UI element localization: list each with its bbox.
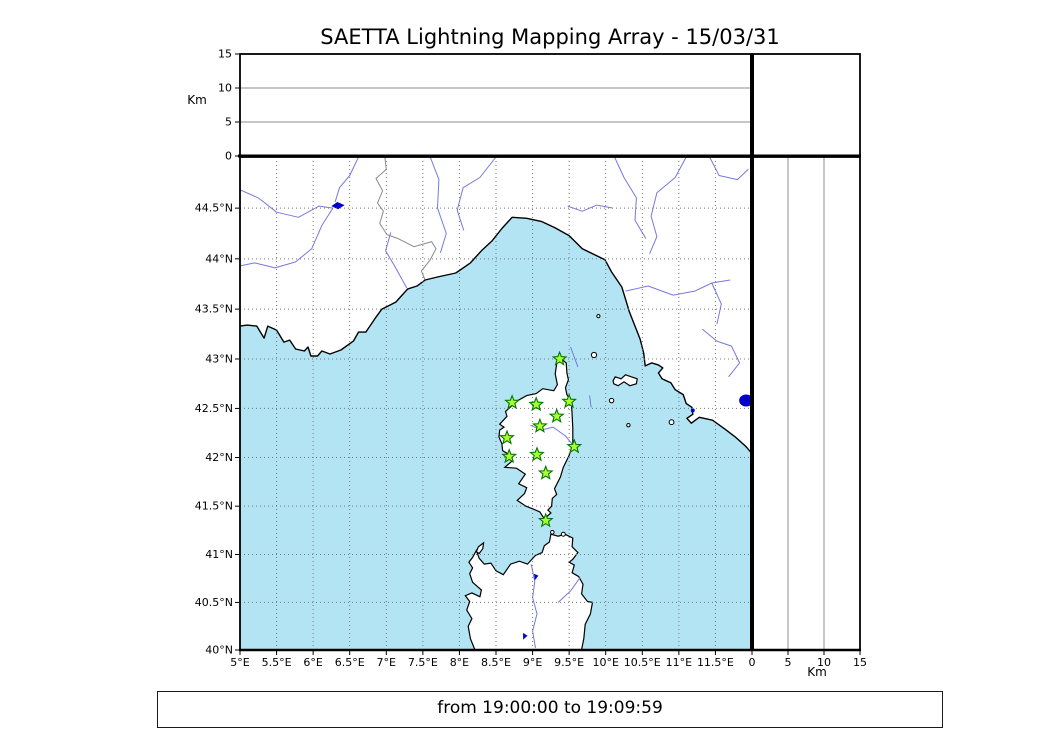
lon-tick-label: 5.5°E — [262, 656, 292, 669]
top-alt-tick-label: 15 — [218, 48, 232, 61]
station-marker — [504, 394, 521, 410]
lon-tick-label: 11°E — [666, 656, 692, 669]
top-panel-axis-label: Km — [187, 93, 207, 107]
station-marker — [531, 417, 548, 433]
river — [701, 328, 741, 378]
river — [614, 157, 647, 239]
river — [429, 157, 447, 253]
top-altitude-panel-frame — [239, 53, 753, 157]
right-alt-tick-label: 0 — [749, 656, 756, 669]
lat-tick-label: 43.5°N — [195, 303, 233, 316]
lon-tick-label: 8.5°E — [481, 656, 511, 669]
river — [570, 346, 579, 368]
lake-bolsena-dot — [739, 394, 752, 407]
lat-tick-label: 41.5°N — [195, 500, 233, 513]
station-marker — [551, 350, 568, 366]
lon-tick-label: 6°E — [303, 656, 322, 669]
station-marker — [499, 429, 515, 445]
graticule — [240, 157, 752, 650]
top-alt-tick-label: 0 — [225, 150, 232, 163]
lon-tick-label: 10.5°E — [624, 656, 661, 669]
river — [625, 279, 731, 296]
river — [456, 157, 497, 231]
lon-tick-label: 5°E — [230, 656, 249, 669]
lon-tick-label: 9°E — [523, 656, 542, 669]
right-altitude-panel-frame — [751, 156, 861, 651]
lon-tick-label: 6.5°E — [335, 656, 365, 669]
top-alt-tick-label: 5 — [225, 116, 232, 129]
station-marker — [501, 448, 518, 464]
axis-ticks-and-labels: Km Km 5°E 5.5°E 6°E 6.5°E 7°E 7.5°E 8°E 8.5°E 9°… — [187, 48, 867, 680]
river — [567, 204, 614, 212]
asinara-island — [475, 541, 485, 555]
lake — [331, 202, 345, 210]
station-marker — [566, 438, 583, 454]
small-island — [608, 397, 615, 404]
sardinia-island — [464, 533, 594, 650]
panel-frames — [238, 53, 861, 652]
small-island — [668, 419, 675, 426]
station-markers — [499, 350, 583, 528]
top-alt-tick-label: 10 — [218, 82, 232, 95]
lon-tick-label: 10°E — [592, 656, 618, 669]
river — [240, 207, 334, 269]
lat-tick-label: 44°N — [205, 252, 233, 265]
corner-panel-frame — [751, 53, 861, 157]
river — [649, 157, 687, 254]
right-alt-tick-label: 10 — [817, 656, 831, 669]
lat-tick-label: 40.5°N — [195, 596, 233, 609]
lon-tick-label: 11.5°E — [697, 656, 734, 669]
station-marker — [548, 407, 565, 424]
river — [711, 282, 722, 325]
station-marker — [561, 393, 578, 409]
right-panel-axis-label: Km — [807, 665, 827, 679]
small-island — [626, 422, 631, 428]
lon-tick-label: 8°E — [450, 656, 469, 669]
station-marker — [528, 396, 545, 412]
country-border — [375, 157, 437, 281]
right-alt-tick-label: 15 — [853, 656, 867, 669]
lake — [523, 632, 528, 640]
plot-title: SAETTA Lightning Mapping Array - 15/03/3… — [320, 25, 780, 49]
mainland-coastline — [240, 216, 752, 455]
elba-island — [612, 374, 638, 387]
station-marker — [529, 446, 545, 462]
river — [589, 395, 592, 408]
lat-tick-label: 40°N — [205, 644, 233, 657]
river — [709, 157, 749, 181]
small-island — [590, 351, 598, 359]
lake — [534, 573, 539, 581]
lon-tick-label: 7°E — [377, 656, 396, 669]
time-range-label: from 19:00:00 to 19:09:59 — [437, 698, 663, 718]
panel-gridlines — [240, 87, 825, 650]
lat-tick-label: 43°N — [205, 352, 233, 365]
small-island — [550, 530, 555, 535]
river — [240, 189, 333, 218]
river — [385, 232, 408, 289]
river — [530, 563, 538, 649]
station-marker — [537, 512, 554, 528]
river — [557, 577, 581, 603]
small-island — [596, 314, 601, 319]
time-range-box: from 19:00:00 to 19:09:59 — [157, 691, 943, 728]
station-marker — [537, 464, 554, 480]
right-alt-tick-label: 5 — [785, 656, 792, 669]
lon-tick-label: 9.5°E — [554, 656, 584, 669]
lon-tick-label: 7.5°E — [408, 656, 438, 669]
lat-tick-label: 41°N — [205, 548, 233, 561]
lat-tick-label: 44.5°N — [195, 202, 233, 215]
small-island — [560, 531, 566, 537]
river — [334, 157, 359, 203]
lat-tick-label: 42.5°N — [195, 402, 233, 415]
lat-tick-label: 42°N — [205, 451, 233, 464]
lake — [690, 408, 695, 413]
